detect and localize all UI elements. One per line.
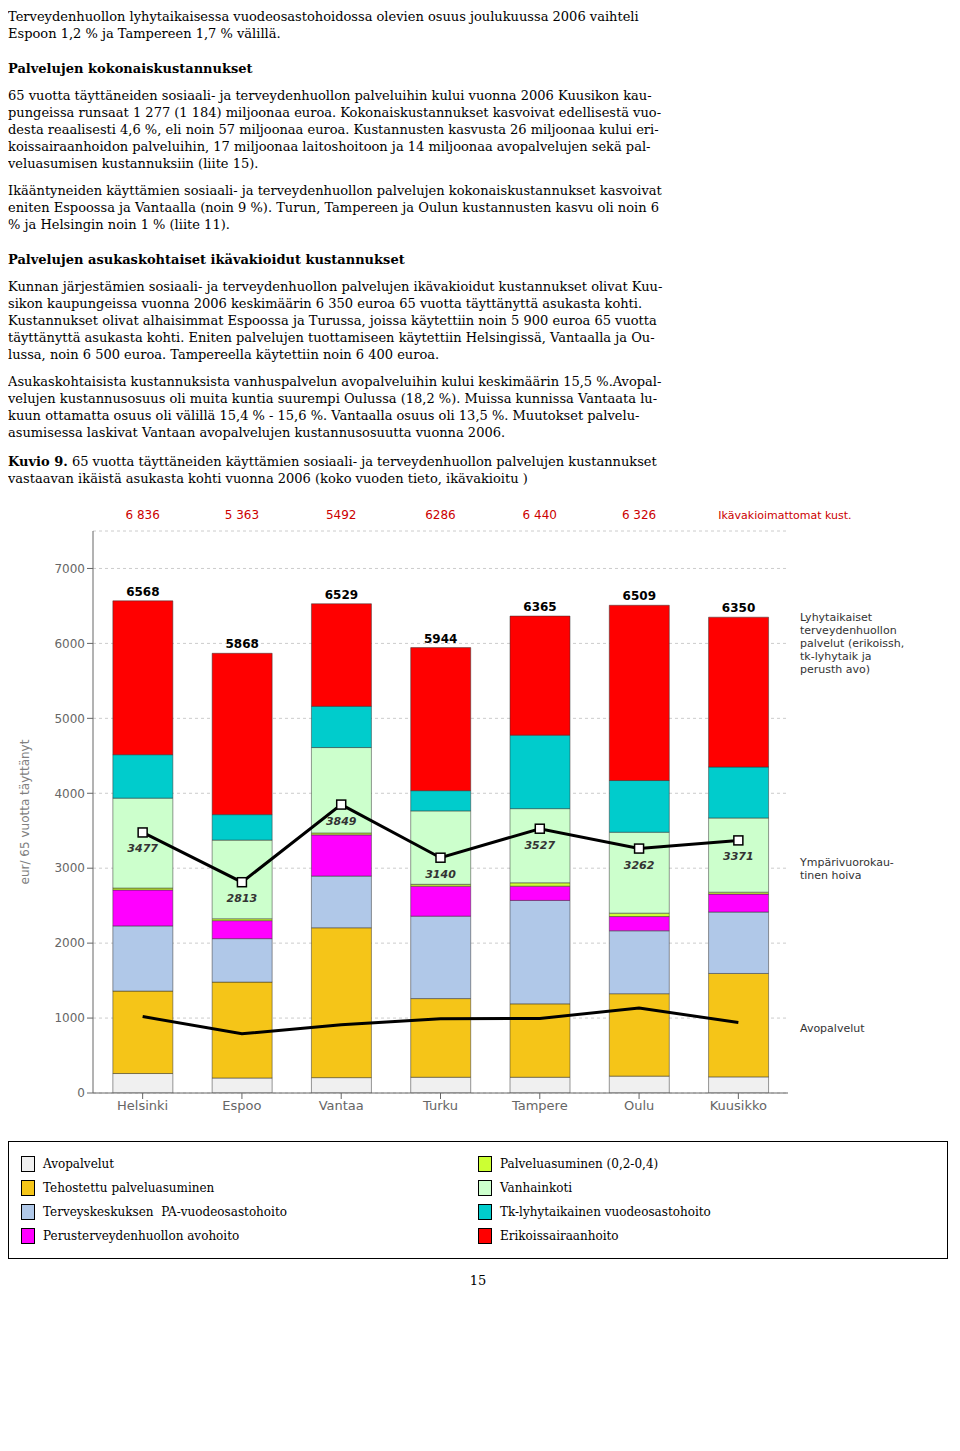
svg-text:4000: 4000 <box>54 787 85 801</box>
svg-text:6000: 6000 <box>54 637 85 651</box>
svg-text:Kuusikko: Kuusikko <box>710 1098 767 1113</box>
html-text:Palveluasuminen (0,2-0,4): Palveluasuminen (0,2-0,4) <box>500 1157 659 1171</box>
svg-text:3262: 3262 <box>624 859 655 872</box>
html-text:Erikoissairaanhoito: Erikoissairaanhoito <box>500 1229 619 1243</box>
svg-text:Ikävakioimattomat kust.: Ikävakioimattomat kust. <box>718 509 851 522</box>
svg-text:2000: 2000 <box>54 936 85 950</box>
html-text:Avopalvelut: Avopalvelut <box>43 1157 115 1171</box>
svg-text:6 326: 6 326 <box>622 508 656 522</box>
svg-text:1000: 1000 <box>54 1011 85 1025</box>
html-text:Ikääntyneiden käyttämien sosia: Ikääntyneiden käyttämien sosiaali- ja te… <box>8 183 662 232</box>
svg-text:3527: 3527 <box>524 839 555 852</box>
html-text:Kunnan järjestämien sosiaali-: Kunnan järjestämien sosiaali- ja terveyd… <box>8 279 663 362</box>
html-text:Palvelujen asukaskohtaiset ikä: Palvelujen asukaskohtaiset ikävakioidut … <box>8 252 405 267</box>
svg-text:Avopalvelut: Avopalvelut <box>800 1022 865 1035</box>
svg-text:Espoo: Espoo <box>222 1098 261 1113</box>
svg-text:3140: 3140 <box>425 868 456 881</box>
html-text:Terveydenhuollon lyhytaikaises: Terveydenhuollon lyhytaikaisessa vuodeos… <box>8 9 639 41</box>
svg-text:6286: 6286 <box>425 508 456 522</box>
svg-text:6350: 6350 <box>722 601 755 615</box>
html-text:Perusterveydenhuollon avohoito: Perusterveydenhuollon avohoito <box>43 1229 240 1243</box>
svg-text:3477: 3477 <box>127 842 158 855</box>
html-text:Palvelujen kokonaiskustannukse: Palvelujen kokonaiskustannukset <box>8 61 253 76</box>
html-text:Terveyskeskuksen PA-vuodeosast: Terveyskeskuksen PA-vuodeosastohoito <box>43 1205 287 1219</box>
svg-text:3849: 3849 <box>326 815 357 828</box>
svg-text:7000: 7000 <box>54 562 85 576</box>
svg-text:Turku: Turku <box>422 1098 458 1113</box>
svg-text:5944: 5944 <box>424 632 457 646</box>
svg-text:5 363: 5 363 <box>225 508 259 522</box>
svg-text:3371: 3371 <box>723 850 754 863</box>
svg-text:Oulu: Oulu <box>624 1098 654 1113</box>
svg-text:2813: 2813 <box>227 892 258 905</box>
svg-text:6509: 6509 <box>623 589 656 603</box>
svg-text:Tampere: Tampere <box>511 1098 568 1113</box>
html-text:Tk-lyhytaikainen vuodeosastoho: Tk-lyhytaikainen vuodeosastohoito <box>500 1205 711 1219</box>
svg-text:5000: 5000 <box>54 712 85 726</box>
svg-text:6 836: 6 836 <box>125 508 159 522</box>
svg-text:Helsinki: Helsinki <box>117 1098 168 1113</box>
html-text:Asukaskohtaisista kustannuksis: Asukaskohtaisista kustannuksista vanhusp… <box>8 374 662 440</box>
svg-text:Vantaa: Vantaa <box>319 1098 364 1113</box>
svg-text:Lyhytaikaisetterveydenhuollonp: Lyhytaikaisetterveydenhuollonpalvelut (e… <box>800 611 904 676</box>
html-text:Kuvio 9. 65 vuotta täyttäneide: Kuvio 9. 65 vuotta täyttäneiden käyttämi… <box>8 454 657 486</box>
svg-text:6568: 6568 <box>126 585 159 599</box>
svg-text:5492: 5492 <box>326 508 357 522</box>
svg-text:6365: 6365 <box>523 600 556 614</box>
svg-text:5868: 5868 <box>225 637 258 651</box>
html-text:15: 15 <box>469 1273 487 1288</box>
svg-text:6 440: 6 440 <box>523 508 557 522</box>
html-text:65 vuotta täyttäneiden sosiaal: 65 vuotta täyttäneiden sosiaali- ja terv… <box>8 88 661 171</box>
svg-text:0: 0 <box>77 1086 85 1100</box>
svg-text:3000: 3000 <box>54 861 85 875</box>
html-text:Vanhainkoti: Vanhainkoti <box>500 1181 573 1195</box>
html-text:Tehostettu palveluasuminen: Tehostettu palveluasuminen <box>43 1181 215 1195</box>
svg-text:eur/ 65 vuotta täyttänyt: eur/ 65 vuotta täyttänyt <box>18 739 32 884</box>
svg-text:Ympärivuorokau-tinen hoiva: Ympärivuorokau-tinen hoiva <box>799 856 894 882</box>
svg-text:6529: 6529 <box>325 588 358 602</box>
